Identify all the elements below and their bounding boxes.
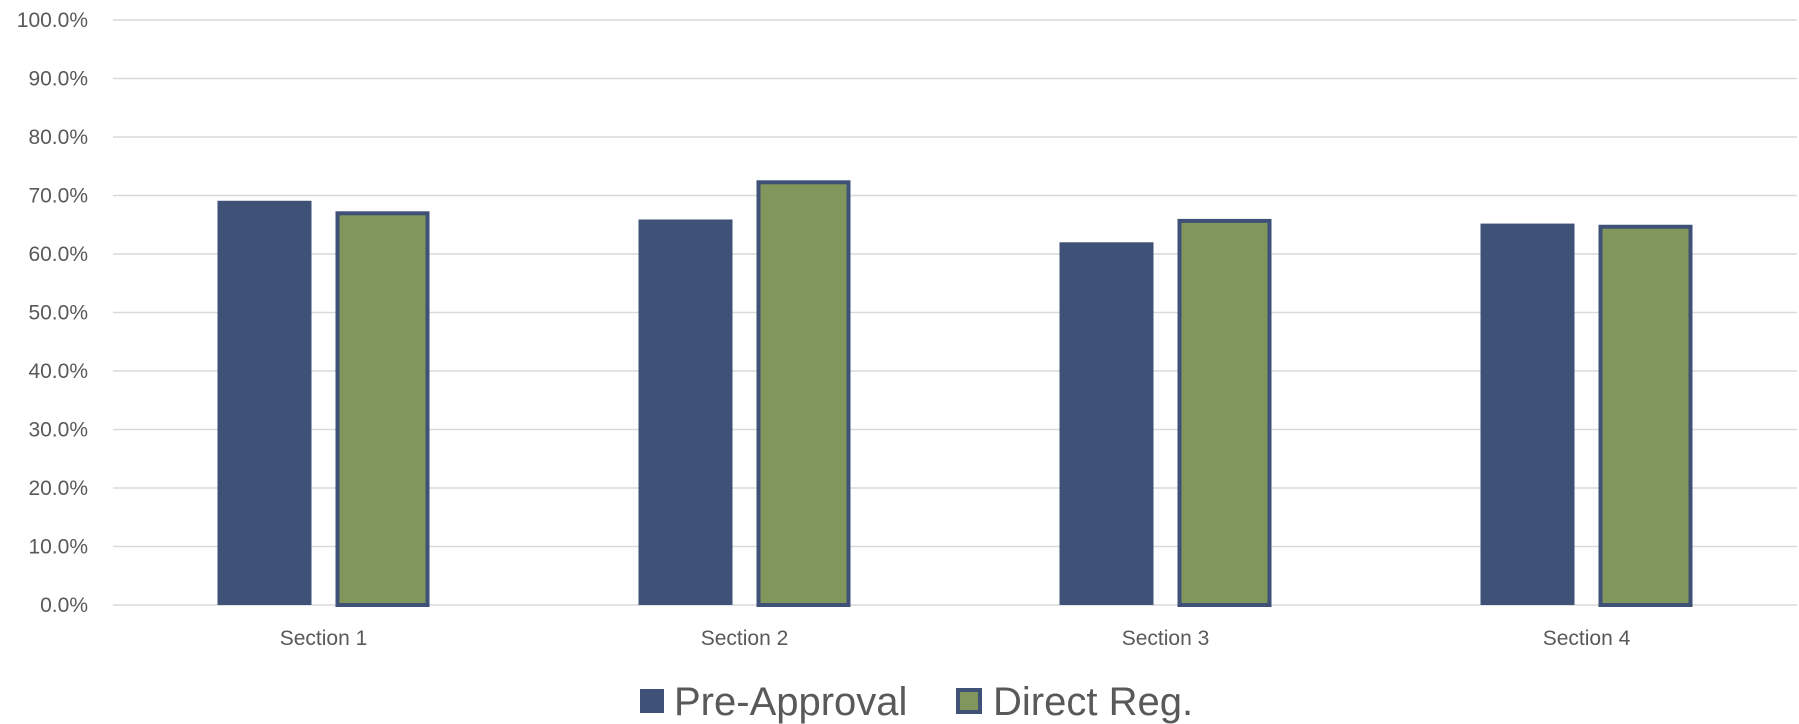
y-axis-tick-labels: 0.0% 10.0% 20.0% 30.0% 40.0% 50.0% 60.0% 70.0% 8…	[17, 9, 88, 617]
bar-pre-approval-section-2	[638, 219, 733, 606]
y-tick-label: 100.0%	[17, 9, 88, 32]
x-category-label: Section 2	[701, 627, 789, 650]
legend-label-direct-reg: Direct Reg.	[993, 680, 1193, 724]
y-tick-label: 10.0%	[28, 536, 88, 559]
y-tick-label: 80.0%	[28, 126, 88, 149]
legend: Pre-Approval Direct Reg.	[640, 680, 1193, 724]
bar-direct-reg-section-1	[335, 211, 430, 607]
legend-label-pre-approval: Pre-Approval	[674, 680, 907, 724]
bar-direct-reg-section-4	[1598, 224, 1693, 607]
bar-direct-reg-section-3	[1177, 218, 1272, 607]
y-tick-label: 90.0%	[28, 68, 88, 91]
y-tick-label: 70.0%	[28, 185, 88, 208]
y-tick-label: 0.0%	[40, 594, 88, 617]
y-tick-label: 30.0%	[28, 419, 88, 442]
x-category-label: Section 3	[1122, 627, 1210, 650]
legend-swatch-direct-reg	[956, 688, 982, 714]
x-category-label: Section 4	[1543, 627, 1631, 650]
y-tick-label: 20.0%	[28, 477, 88, 500]
x-category-label: Section 1	[280, 627, 368, 650]
x-axis-category-labels: Section 1 Section 2 Section 3 Section 4	[280, 627, 1631, 650]
bar-pre-approval-section-3	[1059, 242, 1154, 606]
y-tick-label: 50.0%	[28, 302, 88, 325]
y-tick-label: 40.0%	[28, 360, 88, 383]
legend-swatch-pre-approval	[640, 689, 664, 713]
bars	[217, 180, 1693, 607]
bar-pre-approval-section-1	[217, 200, 312, 605]
y-tick-label: 60.0%	[28, 243, 88, 266]
bar-pre-approval-section-4	[1480, 223, 1575, 605]
bar-direct-reg-section-2	[756, 180, 851, 607]
